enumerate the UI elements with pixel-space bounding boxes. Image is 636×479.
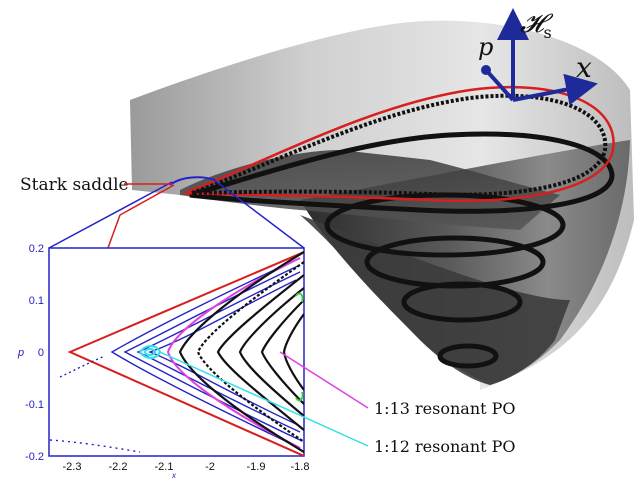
axis-p-line xyxy=(484,68,515,102)
ytick-label: -0.2 xyxy=(25,451,44,463)
xtick-label: -2.1 xyxy=(155,461,174,473)
saddle-marker xyxy=(169,176,216,186)
orbit-ring xyxy=(364,235,546,289)
inset-yticks: 0.2 0.1 0 -0.1 -0.2 xyxy=(25,243,44,463)
ytick-label: 0 xyxy=(38,347,44,359)
stark-saddle-label: Stark saddle xyxy=(20,175,129,195)
inset-magenta-po xyxy=(166,257,301,449)
inset-red-separatrix xyxy=(67,251,304,456)
connector-blue-right xyxy=(213,179,305,249)
inset-xticks: -2.3 -2.2 -2.1 -2 -1.9 -1.8 xyxy=(63,461,310,473)
xtick-label: -2.3 xyxy=(63,461,82,473)
inset-plot: 0.2 0.1 0 -0.1 -0.2 -2.3 -2.2 -2.1 -2 -1… xyxy=(17,243,309,479)
axes-3d: 𝓗s x p xyxy=(478,8,598,106)
po12-pointer xyxy=(159,351,369,447)
ytick-label: 0.2 xyxy=(29,243,44,255)
ytick-label: 0.1 xyxy=(29,295,44,307)
potential-surface xyxy=(130,20,634,391)
xtick-label: -1.8 xyxy=(291,461,310,473)
xtick-label: -1.9 xyxy=(247,461,266,473)
axis-p-dot xyxy=(481,65,491,75)
axis-h-label: 𝓗s xyxy=(520,9,554,42)
po13-pointer xyxy=(279,351,369,409)
ytick-label: -0.1 xyxy=(25,399,44,411)
inset-green-islands xyxy=(295,292,304,402)
orbit-ring xyxy=(437,343,499,369)
connector-blue-left xyxy=(48,181,173,249)
connector-red-upper xyxy=(119,184,175,216)
inset-frame xyxy=(48,247,305,457)
inset-xlabel: x xyxy=(171,471,177,479)
po13-label: 1:13 resonant PO xyxy=(374,399,516,418)
axis-x-label: x xyxy=(576,51,592,84)
black-orbit-outer xyxy=(191,93,608,197)
xtick-label: -2 xyxy=(205,461,215,473)
inset-ylabel: p xyxy=(17,347,24,359)
po12-label: 1:12 resonant PO xyxy=(374,437,516,456)
orbit-ring xyxy=(189,131,615,214)
axis-p-label: p xyxy=(478,33,493,61)
inset-chaos-sea xyxy=(49,257,301,453)
axis-x-arrow xyxy=(512,73,598,106)
xtick-label: -2.2 xyxy=(109,461,128,473)
red-orbit xyxy=(184,85,615,203)
